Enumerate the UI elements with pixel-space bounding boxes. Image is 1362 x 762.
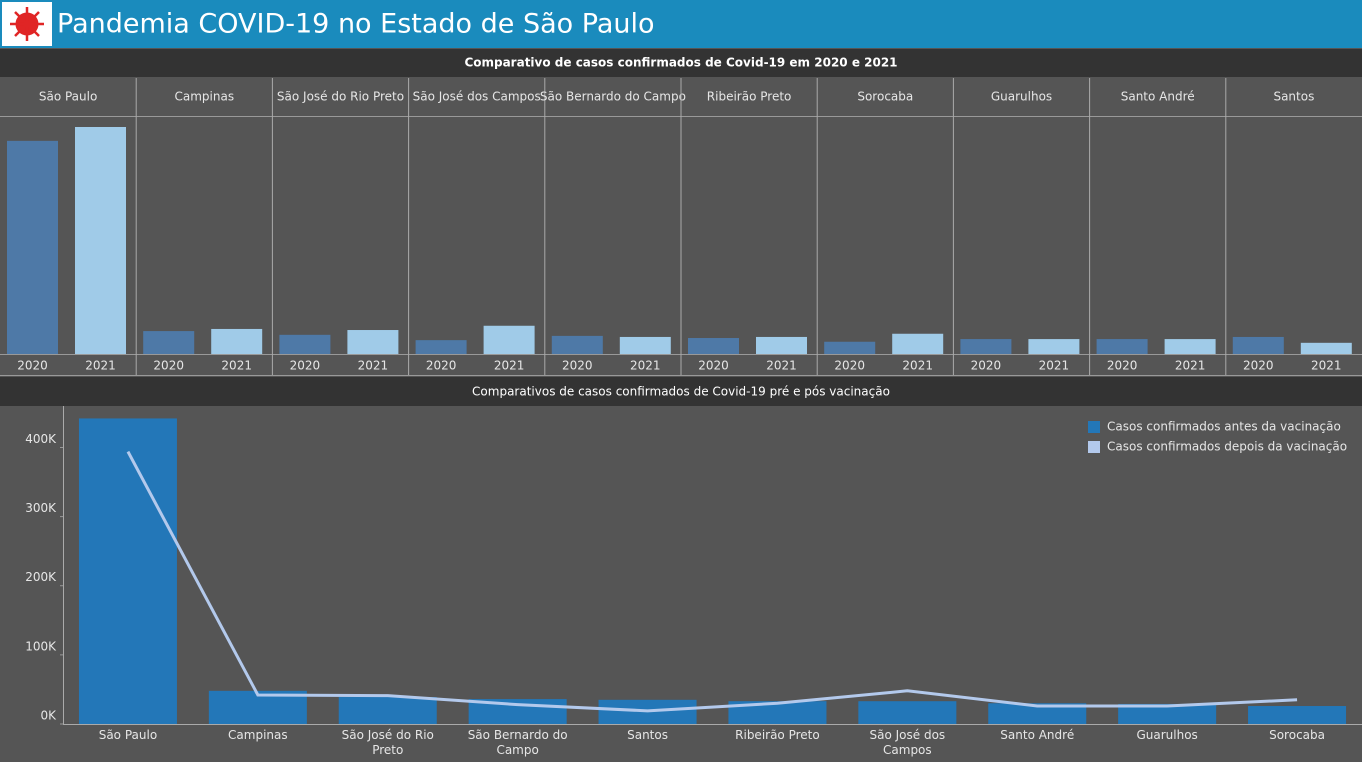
year-label: 2020 — [834, 359, 865, 373]
year-label: 2020 — [290, 359, 321, 373]
year-label: 2020 — [153, 359, 184, 373]
city-label: São Paulo — [39, 90, 97, 104]
city-label: Santos — [1273, 90, 1314, 104]
year-label: 2021 — [358, 359, 389, 373]
y-tick-label: 100K — [25, 639, 57, 653]
bar — [211, 328, 263, 354]
year-label: 2021 — [1175, 359, 1206, 373]
x-tick-label: Ribeirão Preto — [735, 728, 820, 742]
bar — [858, 701, 957, 724]
legend-swatch — [1088, 421, 1100, 433]
x-tick-label: São José do Rio Preto — [341, 728, 434, 757]
year-label: 2020 — [698, 359, 729, 373]
bar — [988, 703, 1087, 724]
bar — [347, 330, 399, 354]
bar — [279, 334, 331, 354]
x-tick-label: Santo André — [1000, 728, 1075, 742]
city-label: São José dos Campos — [413, 90, 541, 104]
x-tick-label: Santos — [627, 728, 668, 742]
x-tick-label: Guarulhos — [1136, 728, 1198, 742]
chart1-title-bar — [0, 49, 1362, 77]
y-tick-label: 200K — [25, 570, 57, 584]
bar — [1028, 339, 1080, 354]
header-bar — [0, 0, 1362, 48]
bar — [1300, 342, 1352, 354]
bar — [78, 418, 177, 724]
year-label: 2021 — [494, 359, 525, 373]
bar — [143, 331, 195, 354]
x-tick-label: São José dos Campos — [869, 728, 946, 757]
bar — [7, 140, 58, 354]
bar — [688, 338, 739, 354]
legend-label: Casos confirmados depois da vacinação — [1107, 440, 1347, 454]
chart1-title: Comparativo de casos confirmados de Covi… — [464, 56, 897, 70]
bar — [1118, 703, 1217, 724]
year-label: 2020 — [1107, 359, 1138, 373]
bar — [619, 336, 671, 354]
bar — [75, 127, 126, 354]
year-label: 2021 — [630, 359, 661, 373]
y-tick-label: 400K — [25, 432, 57, 446]
city-label: São José do Rio Preto — [277, 90, 404, 104]
bar — [960, 339, 1012, 354]
bar — [824, 341, 876, 354]
bar — [756, 336, 807, 354]
x-tick-label: São Paulo — [98, 728, 158, 742]
city-label: Sorocaba — [857, 90, 913, 104]
bar — [338, 697, 437, 724]
bar — [1248, 706, 1347, 724]
x-tick-label: São Bernardo do Campo — [467, 728, 568, 757]
line — [126, 450, 1298, 713]
year-label: 2021 — [1311, 359, 1342, 373]
year-label: 2020 — [971, 359, 1002, 373]
bar — [483, 325, 535, 354]
bar — [1096, 339, 1148, 354]
year-label: 2021 — [221, 359, 252, 373]
bar — [892, 333, 944, 354]
year-label: 2021 — [1039, 359, 1070, 373]
legend-swatch — [1088, 441, 1100, 453]
city-label: Campinas — [175, 90, 235, 104]
year-label: 2020 — [17, 359, 48, 373]
legend-label: Casos confirmados antes da vacinação — [1107, 420, 1341, 434]
x-tick-label: Campinas — [228, 728, 288, 742]
year-label: 2021 — [902, 359, 933, 373]
year-label: 2020 — [426, 359, 457, 373]
city-label: Ribeirão Preto — [707, 90, 792, 104]
bar — [1232, 336, 1284, 354]
city-label: São Bernardo do Campo — [540, 90, 686, 104]
bar — [415, 340, 467, 354]
bar — [1164, 339, 1216, 354]
x-tick-label: Sorocaba — [1269, 728, 1325, 742]
city-label: Santo André — [1121, 90, 1195, 104]
virus-icon — [10, 7, 44, 41]
year-label: 2020 — [562, 359, 593, 373]
chart2-title: Comparativos de casos confirmados de Cov… — [472, 385, 890, 399]
city-label: Guarulhos — [991, 90, 1052, 104]
bar — [551, 335, 603, 354]
bar — [728, 701, 827, 724]
year-label: 2020 — [1243, 359, 1274, 373]
page-title: Pandemia COVID-19 no Estado de São Paulo — [57, 9, 655, 40]
y-tick-label: 300K — [25, 501, 57, 515]
y-tick-label: 0K — [40, 709, 57, 723]
year-label: 2021 — [85, 359, 116, 373]
year-label: 2021 — [766, 359, 797, 373]
chart2-title-bar — [0, 377, 1362, 406]
